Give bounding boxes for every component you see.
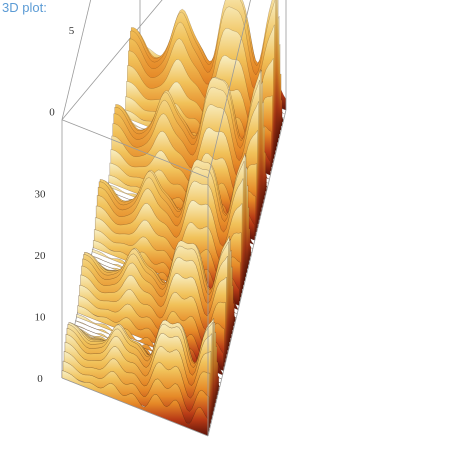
z-tick-label: 30: [35, 189, 47, 201]
y-tick-label: 0: [49, 107, 55, 119]
z-tick-label: 10: [35, 312, 47, 324]
surface-mesh: [62, 0, 286, 436]
z-tick-label: 0: [37, 373, 43, 385]
z-tick-label: 20: [35, 250, 47, 262]
y-tick-label: 5: [69, 25, 75, 37]
